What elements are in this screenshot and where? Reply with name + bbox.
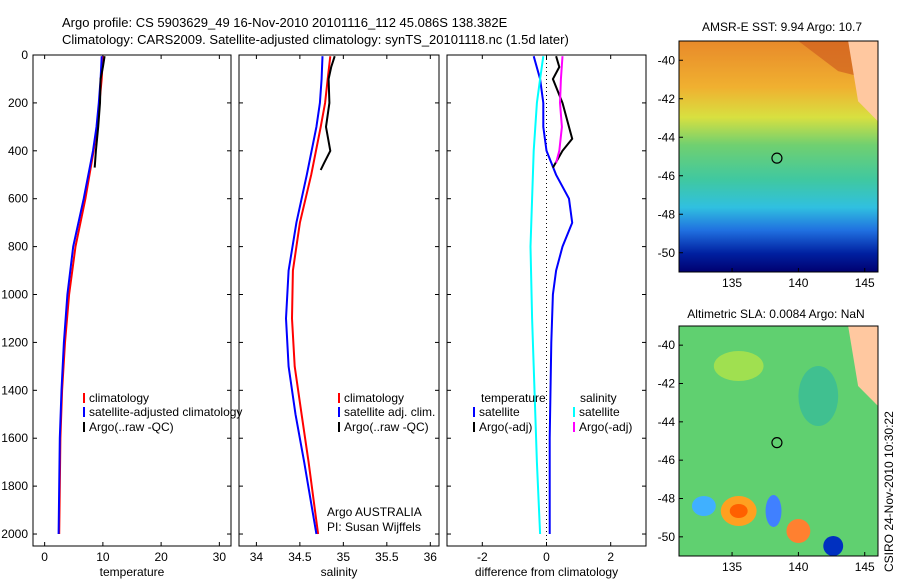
depth-tick-label: 2000 bbox=[1, 527, 28, 541]
temperature-xtick-label: 30 bbox=[213, 550, 227, 564]
depth-tick-label: 1800 bbox=[1, 479, 28, 493]
sla-map-xtick-label: 135 bbox=[722, 560, 742, 574]
sla-map-ytick-label: -42 bbox=[658, 377, 676, 391]
sla-map-frame bbox=[678, 325, 879, 557]
sst-map bbox=[679, 41, 878, 272]
depth-tick-label: 1400 bbox=[1, 383, 28, 397]
difference-xtick-label: 2 bbox=[607, 550, 614, 564]
temperature-panel bbox=[32, 54, 232, 547]
depth-tick-label: 600 bbox=[8, 192, 28, 206]
depth-tick-label: 1600 bbox=[1, 431, 28, 445]
difference-series-1 bbox=[551, 55, 574, 169]
difference-series-2 bbox=[529, 56, 545, 535]
argo-australia-label: Argo AUSTRALIA bbox=[327, 505, 422, 519]
diff-legend-temp-satellite: satellite bbox=[479, 405, 520, 419]
temperature-xtick-label: 10 bbox=[96, 550, 110, 564]
sst-map-ytick-label: -48 bbox=[658, 207, 676, 221]
salinity-plot-frame bbox=[238, 54, 440, 547]
difference-series-3 bbox=[555, 56, 564, 164]
difference-xtick-label: 0 bbox=[543, 550, 550, 564]
depth-tick-label: 0 bbox=[21, 48, 28, 62]
temperature-plot-frame bbox=[32, 54, 232, 547]
difference-panel bbox=[446, 54, 647, 547]
diff-legend-sal-heading: salinity bbox=[580, 391, 617, 405]
sst-map-argo-position-marker bbox=[771, 152, 783, 164]
sla-map bbox=[679, 326, 878, 556]
salinity-series-1 bbox=[284, 56, 324, 535]
sal-legend-argo: Argo(..raw -QC) bbox=[344, 420, 429, 434]
salinity-xlabel: salinity bbox=[321, 565, 358, 579]
sla-map-ytick-label: -44 bbox=[658, 415, 676, 429]
sla-map-ytick-label: -48 bbox=[658, 492, 676, 506]
diff-legend-sal-argo: Argo(-adj) bbox=[579, 420, 632, 434]
temperature-xtick-label: 0 bbox=[41, 550, 48, 564]
salinity-xtick-label: 34.5 bbox=[288, 550, 312, 564]
salinity-series-2 bbox=[319, 55, 336, 171]
salinity-series-0 bbox=[290, 56, 332, 535]
sst-map-ytick-label: -40 bbox=[658, 53, 676, 67]
temperature-series-2 bbox=[93, 56, 106, 168]
salinity-panel bbox=[238, 54, 440, 547]
sst-map-title: AMSR-E SST: 9.94 Argo: 10.7 bbox=[702, 20, 862, 34]
salinity-xtick-label: 35.5 bbox=[375, 550, 399, 564]
sla-map-ytick-label: -46 bbox=[658, 453, 676, 467]
diff-legend-sal-satellite: satellite bbox=[579, 405, 620, 419]
sst-map-ytick-label: -42 bbox=[658, 92, 676, 106]
salinity-xtick-label: 34 bbox=[250, 550, 264, 564]
depth-tick-label: 200 bbox=[8, 96, 28, 110]
sst-map-ytick-label: -44 bbox=[658, 130, 676, 144]
temp-legend-climatology: climatology bbox=[89, 391, 149, 405]
salinity-xtick-label: 36 bbox=[424, 550, 438, 564]
diff-legend-temp-heading: temperature bbox=[481, 391, 546, 405]
temperature-xtick-label: 20 bbox=[154, 550, 168, 564]
figure-title-line1: Argo profile: CS 5903629_49 16-Nov-2010 … bbox=[62, 15, 508, 30]
sal-legend-satellite: satellite adj. clim. bbox=[344, 405, 435, 419]
depth-tick-label: 1200 bbox=[1, 335, 28, 349]
temp-legend-satellite: satellite-adjusted climatology bbox=[89, 405, 242, 419]
sst-map-ytick-label: -46 bbox=[658, 169, 676, 183]
sla-map-title: Altimetric SLA: 0.0084 Argo: NaN bbox=[687, 307, 864, 321]
sst-map-xtick-label: 135 bbox=[722, 276, 742, 290]
credit-text: CSIRO 24-Nov-2010 10:30:22 bbox=[882, 411, 896, 572]
pi-label: PI: Susan Wijffels bbox=[327, 520, 421, 534]
diff-legend-temp-argo: Argo(-adj) bbox=[479, 420, 532, 434]
sla-map-xtick-label: 140 bbox=[788, 560, 808, 574]
sst-map-ytick-label: -50 bbox=[658, 246, 676, 260]
sst-map-xtick-label: 140 bbox=[788, 276, 808, 290]
sla-map-image bbox=[679, 326, 878, 556]
sst-map-xtick-label: 145 bbox=[855, 276, 875, 290]
sst-map-image bbox=[679, 41, 878, 272]
depth-tick-label: 800 bbox=[8, 240, 28, 254]
depth-tick-label: 1000 bbox=[1, 288, 28, 302]
figure-title-line2: Climatology: CARS2009. Satellite-adjuste… bbox=[62, 32, 569, 47]
difference-xtick-label: -2 bbox=[477, 550, 488, 564]
sla-map-argo-position-marker bbox=[771, 437, 783, 449]
temperature-xlabel: temperature bbox=[100, 565, 165, 579]
depth-tick-label: 400 bbox=[8, 144, 28, 158]
sla-map-ytick-label: -40 bbox=[658, 338, 676, 352]
salinity-xtick-label: 35 bbox=[337, 550, 351, 564]
sla-map-ytick-label: -50 bbox=[658, 530, 676, 544]
difference-xlabel: difference from climatology bbox=[475, 565, 618, 579]
sla-map-xtick-label: 145 bbox=[855, 560, 875, 574]
difference-plot-frame bbox=[446, 54, 647, 547]
sst-map-frame bbox=[678, 40, 879, 273]
difference-series-0 bbox=[532, 55, 574, 534]
temp-legend-argo: Argo(..raw -QC) bbox=[89, 420, 174, 434]
sal-legend-climatology: climatology bbox=[344, 391, 404, 405]
